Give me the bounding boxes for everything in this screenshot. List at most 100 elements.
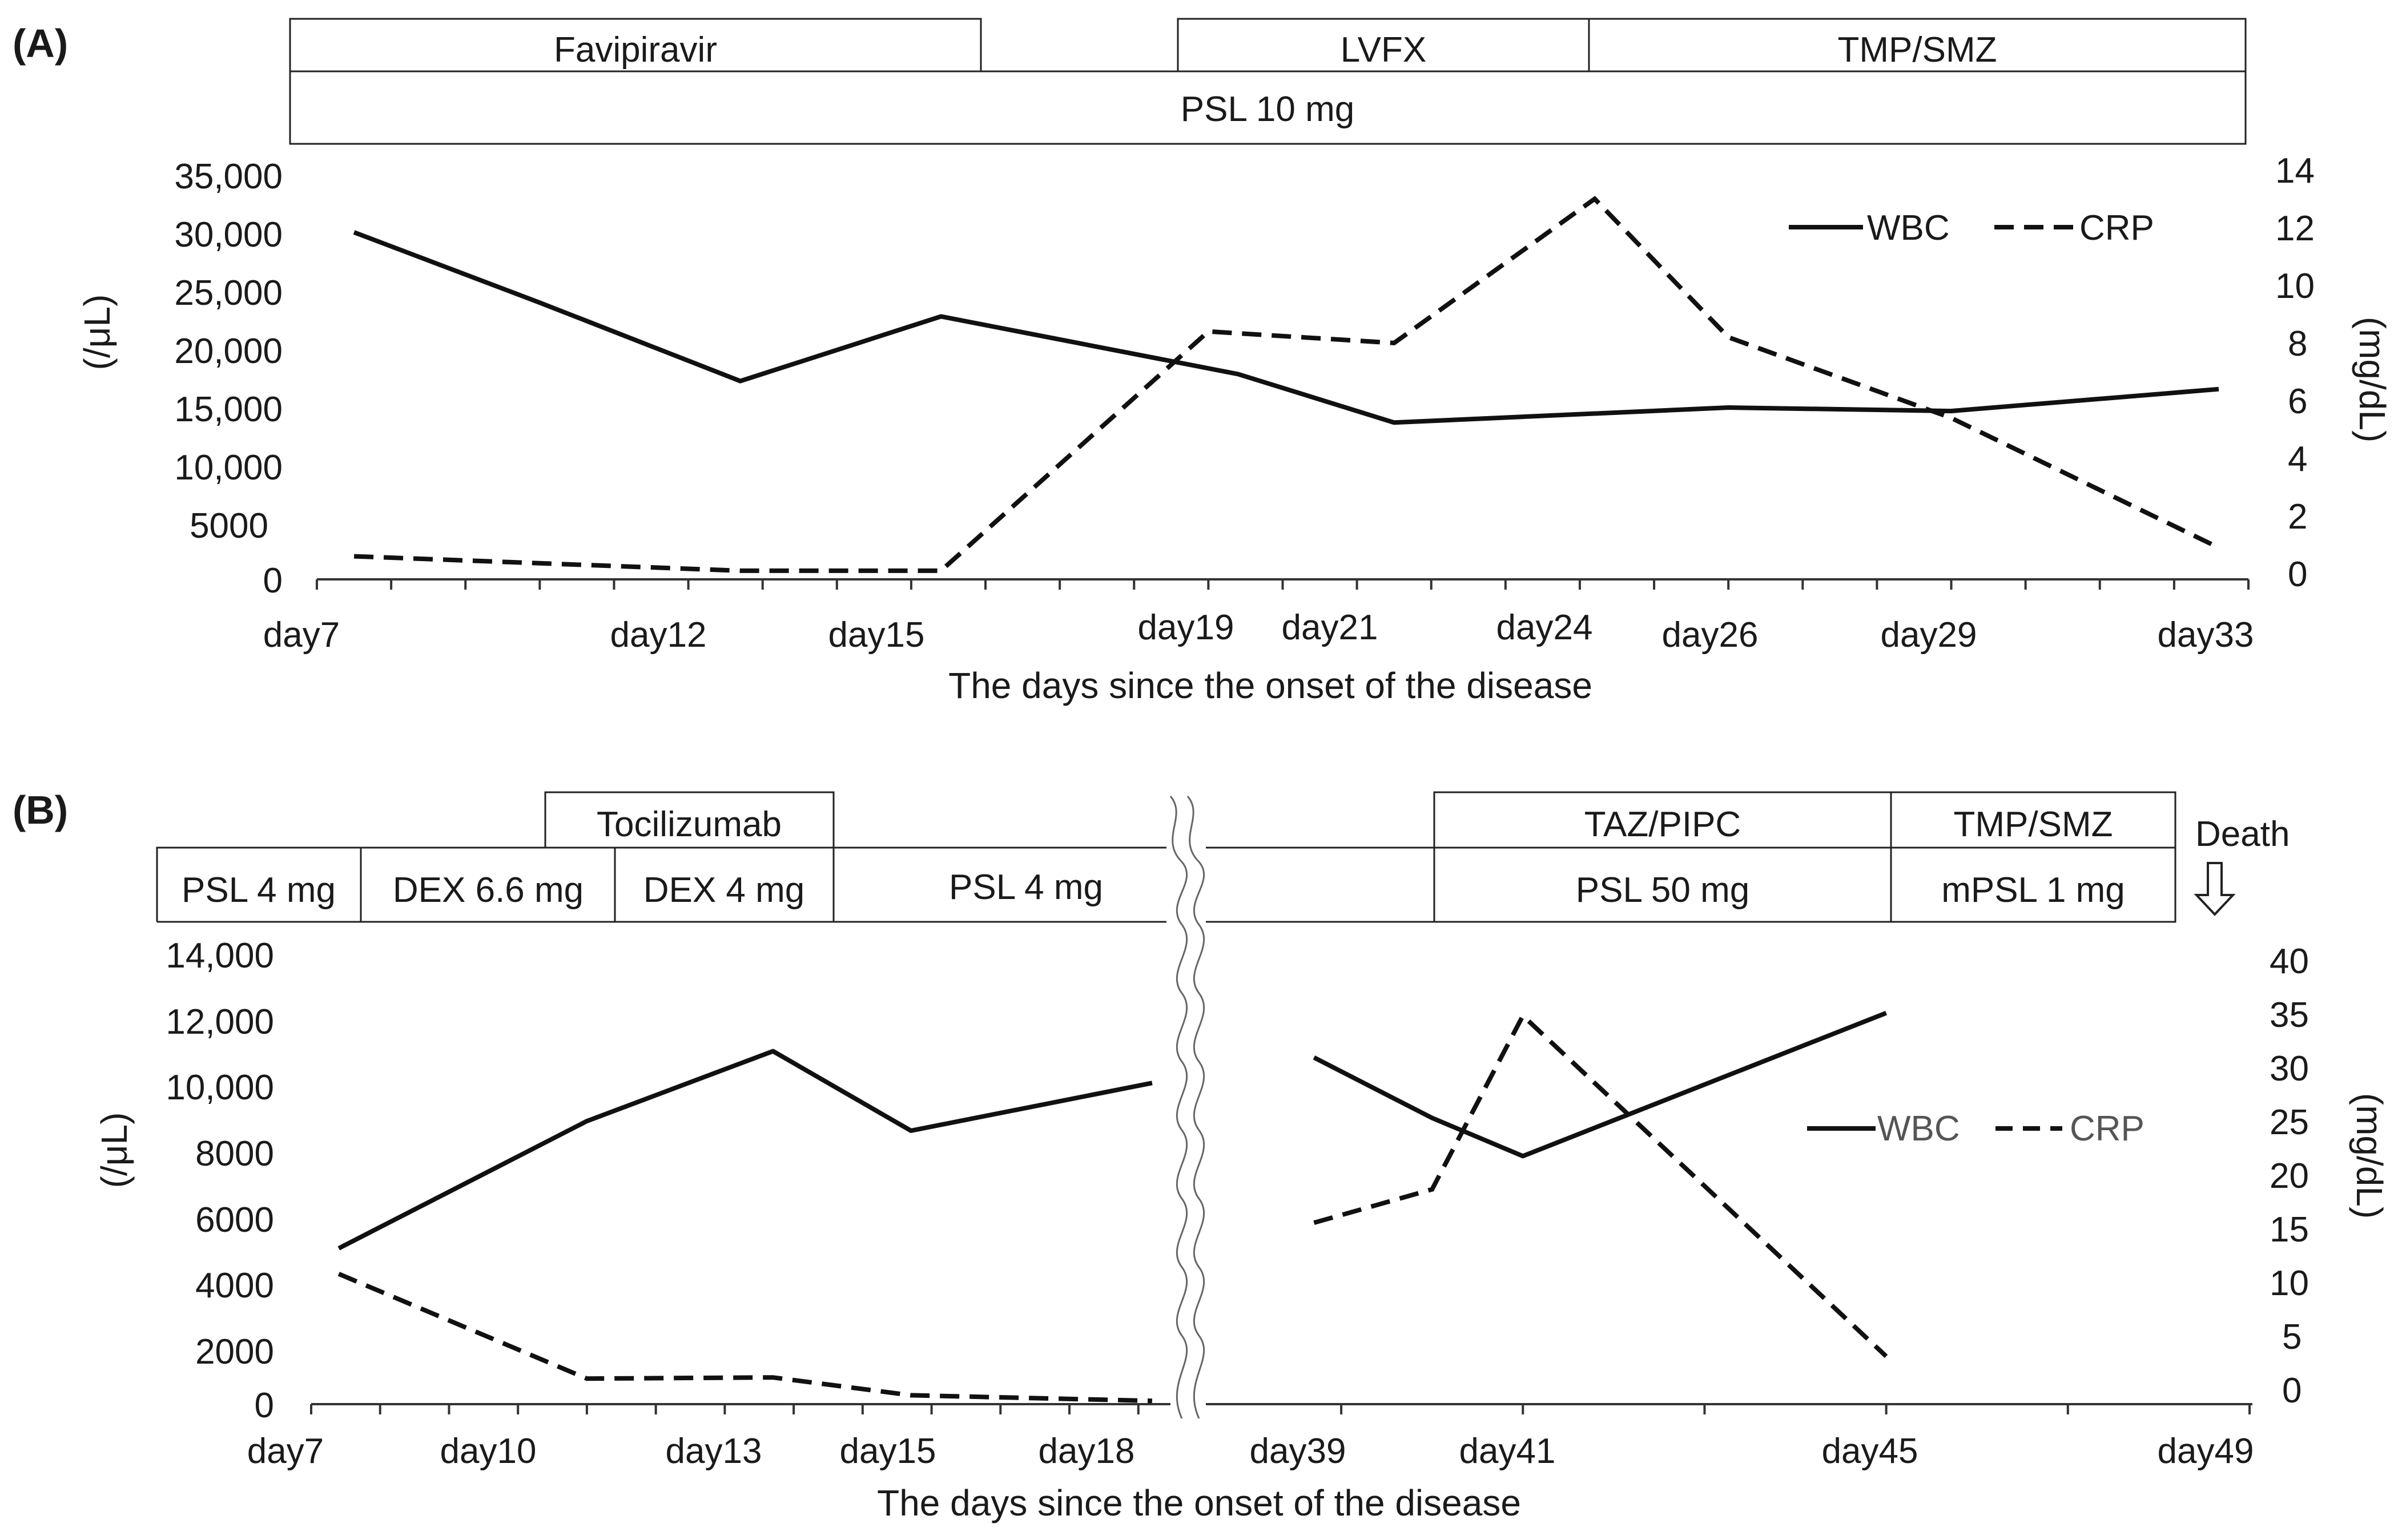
panel-label-a: (A) — [13, 21, 68, 66]
right-tick-label: 0 — [2288, 555, 2307, 594]
treatment-label-mpsl-1mg: mPSL 1 mg — [1941, 870, 2125, 910]
left-tick-label: 0 — [263, 561, 283, 600]
x-tick-label: day33 — [2158, 615, 2254, 655]
legend-b: WBC CRP — [1807, 1109, 2145, 1148]
x-tick-label: day26 — [1662, 615, 1759, 655]
series-line-wbc-segment-2 — [1313, 1010, 1888, 1159]
x-tick-label: day15 — [828, 615, 925, 655]
x-tick-label: day45 — [1822, 1432, 1918, 1471]
x-tick-labels-a: day7 day12 day15 day19 day21 day24 day26… — [263, 608, 2254, 655]
right-tick-label: 10 — [2270, 1264, 2309, 1303]
right-tick-label: 15 — [2270, 1210, 2309, 1249]
left-tick-label: 4000 — [195, 1266, 274, 1305]
x-ticks-b — [310, 1404, 2251, 1414]
treatment-frame-right — [1206, 846, 2176, 923]
y-axis-title-right-a: (mg/dL) — [2352, 317, 2393, 443]
x-tick-label: day21 — [1282, 608, 1378, 647]
left-tick-label: 14,000 — [166, 936, 274, 975]
x-tick-label: day7 — [247, 1432, 324, 1471]
axis-break-b — [1169, 796, 1205, 1419]
right-tick-label: 5 — [2282, 1317, 2302, 1357]
treatment-label-tocilizumab: Tocilizumab — [597, 805, 782, 844]
axis-break-line — [1169, 796, 1188, 1419]
left-tick-label: 20,000 — [174, 332, 283, 371]
treatment-boxes-a — [289, 18, 2247, 145]
x-tick-label: day15 — [840, 1432, 936, 1471]
panel-label-b: (B) — [13, 788, 68, 832]
x-tick-label: day41 — [1459, 1432, 1556, 1471]
right-tick-label: 25 — [2270, 1103, 2309, 1142]
left-tick-label: 6000 — [195, 1200, 274, 1240]
x-tick-label: day49 — [2158, 1432, 2254, 1471]
y-axis-title-left-b: (/μL) — [94, 1112, 135, 1188]
series-line-wbc-segment-1 — [337, 1049, 1153, 1251]
y-axis-title-left-a: (/μL) — [77, 295, 118, 370]
treatment-label-tmp-smz-b: TMP/SMZ — [1954, 805, 2113, 844]
x-tick-label: day39 — [1250, 1432, 1346, 1471]
left-tick-label: 15,000 — [174, 390, 283, 429]
treatment-label-dex-6-6mg: DEX 6.6 mg — [393, 870, 584, 910]
legend-a: WBC CRP — [1789, 208, 2154, 248]
left-tick-label: 2000 — [195, 1332, 274, 1372]
death-label: Death — [2195, 815, 2290, 854]
series-line-crp — [353, 196, 2220, 573]
right-tick-label: 40 — [2270, 942, 2309, 981]
x-ticks-a — [316, 579, 2250, 590]
series-line-wbc — [353, 230, 2219, 425]
y-axis-title-right-b: (mg/dL) — [2349, 1093, 2390, 1219]
left-tick-label: 10,000 — [174, 448, 283, 487]
treatment-label-psl-4mg-2: PSL 4 mg — [949, 868, 1103, 907]
left-tick-label: 12,000 — [166, 1002, 274, 1042]
right-tick-label: 8 — [2288, 324, 2307, 364]
legend-label-wbc: WBC — [1867, 208, 1950, 248]
treatment-label-psl-50mg: PSL 50 mg — [1576, 870, 1749, 910]
treatment-label-favipiravir: Favipiravir — [554, 30, 717, 70]
legend-label-crp: CRP — [2079, 208, 2154, 248]
x-tick-label: day7 — [263, 615, 340, 655]
treatment-label-taz-pipc: TAZ/PIPC — [1584, 805, 1741, 844]
right-tick-label: 14 — [2275, 151, 2315, 191]
left-tick-label: 30,000 — [174, 215, 283, 255]
x-tick-label: day19 — [1138, 608, 1234, 647]
axis-break-line — [1186, 796, 1205, 1419]
x-tick-label: day24 — [1496, 608, 1593, 647]
series-line-crp-segment-2 — [1313, 1011, 1888, 1358]
left-tick-label: 25,000 — [174, 273, 283, 313]
right-tick-label: 0 — [2282, 1371, 2302, 1410]
death-arrow-icon — [2194, 862, 2236, 916]
left-tick-label: 5000 — [190, 506, 268, 546]
right-tick-label: 10 — [2275, 267, 2315, 306]
left-tick-labels-a: 35,000 30,000 25,000 20,000 15,000 10,00… — [174, 157, 283, 600]
x-axis-title-a: The days since the onset of the disease — [948, 665, 1592, 706]
x-tick-label: day29 — [1881, 615, 1977, 655]
left-tick-label: 0 — [255, 1386, 274, 1425]
treatment-label-psl-4mg: PSL 4 mg — [182, 870, 336, 910]
x-tick-labels-b: day7 day10 day13 day15 day18 day39 day41… — [247, 1432, 2254, 1471]
x-tick-label: day12 — [610, 615, 707, 655]
x-tick-label: day13 — [666, 1432, 762, 1471]
treatment-frame-left — [156, 846, 1166, 922]
right-tick-labels-a: 14 12 10 8 6 4 2 0 — [2275, 151, 2315, 594]
treatment-label-dex-4mg: DEX 4 mg — [643, 870, 805, 910]
left-tick-label: 8000 — [195, 1134, 274, 1174]
right-tick-label: 4 — [2288, 440, 2307, 479]
left-tick-label: 35,000 — [174, 157, 283, 196]
x-tick-label: day10 — [440, 1432, 537, 1471]
series-line-crp-segment-1 — [337, 1272, 1152, 1404]
x-axis-title-b: The days since the onset of the disease — [877, 1482, 1521, 1523]
x-tick-label: day18 — [1039, 1432, 1135, 1471]
right-tick-label: 6 — [2288, 382, 2307, 421]
right-tick-labels-b: 40 35 30 25 20 15 10 5 0 — [2270, 942, 2309, 1410]
left-tick-labels-b: 14,000 12,000 10,000 8000 6000 4000 2000… — [166, 936, 274, 1425]
treatment-label-tmp-smz: TMP/SMZ — [1838, 30, 1997, 70]
right-tick-label: 2 — [2288, 497, 2307, 537]
legend-label-crp-b: CRP — [2070, 1109, 2145, 1148]
right-tick-label: 20 — [2270, 1156, 2309, 1196]
right-tick-label: 35 — [2270, 995, 2309, 1035]
left-tick-label: 10,000 — [166, 1068, 274, 1107]
treatment-label-lvfx: LVFX — [1341, 30, 1426, 70]
right-tick-label: 12 — [2275, 209, 2315, 248]
right-tick-label: 30 — [2270, 1049, 2309, 1089]
legend-label-wbc-b: WBC — [1877, 1109, 1960, 1148]
